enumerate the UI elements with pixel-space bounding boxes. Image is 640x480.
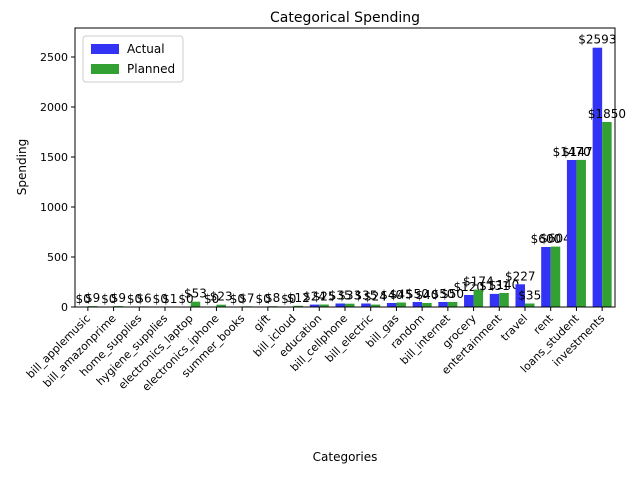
value-label: $23 <box>210 290 233 304</box>
legend-swatch <box>91 64 119 74</box>
value-label: $6 <box>136 291 151 305</box>
bar <box>576 159 586 307</box>
value-label: $35 <box>518 289 541 303</box>
value-label: $50 <box>432 287 455 301</box>
value-label: $1850 <box>588 107 626 121</box>
value-label: $2593 <box>578 33 616 47</box>
value-label: $8 <box>265 291 280 305</box>
bar <box>525 303 535 307</box>
value-label: $33 <box>338 289 361 303</box>
bar <box>345 303 355 307</box>
bar <box>335 303 345 307</box>
value-label: $0 <box>255 292 270 306</box>
value-label: $1471 <box>562 145 600 159</box>
bar <box>438 302 448 307</box>
legend-swatch <box>91 44 119 54</box>
bar <box>309 304 320 307</box>
y-tick-label: 2500 <box>40 51 68 64</box>
y-axis-label: Spending <box>15 139 29 195</box>
value-label: $24 <box>364 290 387 304</box>
plot-frame <box>74 27 616 308</box>
value-label: $174 <box>463 275 494 289</box>
value-label: $0 <box>281 292 296 306</box>
value-label: $0 <box>204 292 219 306</box>
value-label: $35 <box>329 289 352 303</box>
value-label: $50 <box>441 287 464 301</box>
bar <box>515 284 525 307</box>
value-label: $1470 <box>553 145 591 159</box>
bar <box>386 303 397 307</box>
value-label: $1 <box>162 292 177 306</box>
bar <box>361 303 371 307</box>
y-tick-label: 0 <box>61 301 68 314</box>
bar <box>602 122 612 307</box>
value-label: $40 <box>415 288 438 302</box>
bar <box>396 302 406 307</box>
bar <box>592 47 603 307</box>
bar <box>447 302 458 307</box>
value-label: $131 <box>479 279 510 293</box>
chart-title: Categorical Spending <box>270 10 420 26</box>
x-axis-label: Categories <box>313 450 378 464</box>
bar <box>216 304 226 307</box>
value-label: $0 <box>101 292 116 306</box>
y-tick-label: 1000 <box>40 201 68 214</box>
value-label: $24 <box>303 290 326 304</box>
x-tick-label: travel <box>498 312 530 344</box>
y-tick-label: 2000 <box>40 101 68 114</box>
value-label: $35 <box>355 289 378 303</box>
bar <box>370 304 381 307</box>
value-label: $7 <box>239 291 254 305</box>
value-label: $50 <box>406 287 429 301</box>
bar <box>566 160 577 307</box>
value-label: $0 <box>127 292 142 306</box>
value-label: $604 <box>540 232 571 246</box>
value-label: $12 <box>287 291 310 305</box>
value-label: $0 <box>75 292 90 306</box>
bar <box>190 301 201 307</box>
value-label: $600 <box>531 232 562 246</box>
value-label: $9 <box>111 291 126 305</box>
bar <box>464 295 474 307</box>
value-label: $53 <box>184 287 207 301</box>
value-label: $25 <box>313 290 336 304</box>
bar <box>422 303 432 307</box>
value-label: $227 <box>505 269 536 283</box>
bar <box>499 293 509 307</box>
y-tick-label: 500 <box>47 251 68 264</box>
legend-label: Actual <box>127 42 165 56</box>
bar <box>489 293 500 307</box>
value-label: $9 <box>85 291 100 305</box>
value-label: $140 <box>489 278 520 292</box>
y-tick-label: 1500 <box>40 151 68 164</box>
bar <box>319 304 329 307</box>
value-label: $0 <box>178 292 193 306</box>
bar <box>473 289 484 307</box>
value-label: $0 <box>153 292 168 306</box>
bar <box>293 305 304 307</box>
bar <box>541 247 551 307</box>
value-label: $45 <box>390 288 413 302</box>
bar <box>412 302 423 307</box>
bar <box>550 246 561 307</box>
legend-label: Planned <box>127 62 175 76</box>
value-label: $40 <box>380 288 403 302</box>
value-label: $0 <box>230 292 245 306</box>
